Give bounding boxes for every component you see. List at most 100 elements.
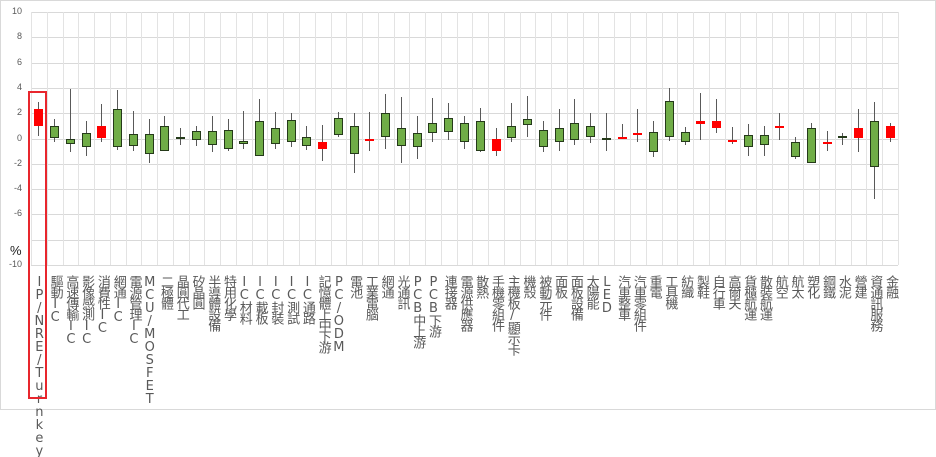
x-tick-label: 網通IC <box>110 275 126 323</box>
x-tick-label: 連接器 <box>441 275 457 308</box>
candle-body <box>333 118 343 135</box>
candle-body <box>649 131 659 152</box>
v-gridline <box>787 12 789 265</box>
v-gridline <box>409 12 411 265</box>
v-gridline <box>109 12 111 265</box>
candle-wick <box>511 103 513 143</box>
h-gridline <box>31 113 898 115</box>
v-gridline <box>298 12 300 265</box>
v-gridline <box>188 12 190 265</box>
candle-wick <box>527 96 529 137</box>
x-tick-label: 紡織 <box>678 275 694 297</box>
candle-body <box>318 142 328 149</box>
v-gridline <box>677 12 679 265</box>
x-tick-label: 高速傳輸IC <box>63 275 79 345</box>
highlight-box <box>28 91 47 399</box>
h-gridline <box>31 163 898 165</box>
v-gridline <box>803 12 805 265</box>
x-tick-label: 貨櫃航運 <box>741 275 757 319</box>
y-tick-label: 4 <box>16 81 22 92</box>
candle-body <box>207 130 217 146</box>
h-gridline <box>31 87 898 89</box>
x-tick-label: 鋼鐵 <box>820 275 836 297</box>
candle-body <box>192 130 202 140</box>
x-tick-label: 塑化 <box>804 275 820 297</box>
h-gridline <box>31 265 898 266</box>
x-tick-label: 手機零組件 <box>489 275 505 330</box>
candle-body <box>176 136 186 139</box>
v-gridline <box>330 12 332 265</box>
x-tick-label: PCB下游 <box>425 275 441 336</box>
x-tick-label: 被動元件 <box>536 275 552 319</box>
h-gridline <box>31 37 898 39</box>
x-tick-label: 汽車零組件 <box>630 275 646 330</box>
candle-body <box>759 134 769 145</box>
h-gridline <box>31 239 898 241</box>
y-tick-label: -4 <box>13 183 22 194</box>
x-tick-label: 資通訊服務 <box>867 275 883 330</box>
candle-wick <box>180 127 182 145</box>
y-tick-label: -10 <box>8 259 22 269</box>
v-gridline <box>94 12 96 265</box>
candle-body <box>428 123 438 134</box>
v-gridline <box>598 12 600 265</box>
x-tick-label: 電池 <box>347 275 363 297</box>
candle-body <box>712 121 722 128</box>
v-gridline <box>362 12 364 265</box>
candle-body <box>854 128 864 138</box>
x-tick-label: 晶圓代工 <box>173 275 189 319</box>
candle-body <box>570 123 580 140</box>
candle-body <box>554 128 564 142</box>
candle-wick <box>432 98 434 143</box>
v-gridline <box>314 12 316 265</box>
v-gridline <box>645 12 647 265</box>
x-tick-label: 影像感測IC <box>79 275 95 345</box>
candle-body <box>412 133 422 148</box>
v-gridline <box>582 12 584 265</box>
x-tick-label: 重電 <box>646 275 662 297</box>
v-gridline <box>267 12 269 265</box>
candle-body <box>491 138 501 151</box>
candle-wick <box>605 112 607 151</box>
v-gridline <box>771 12 773 265</box>
candle-body <box>97 126 107 139</box>
candle-body <box>538 129 548 147</box>
x-tick-label: 工業電腦 <box>362 275 378 319</box>
candle-body <box>65 138 75 144</box>
h-gridline <box>31 12 898 13</box>
x-tick-label: 散裝航運 <box>757 275 772 319</box>
x-tick-label: PC/ODM <box>331 275 347 353</box>
candle-wick <box>716 99 718 133</box>
candle-body <box>696 121 706 124</box>
v-gridline <box>551 12 553 265</box>
candle-wick <box>101 103 103 143</box>
candle-body <box>791 141 801 158</box>
x-tick-label: 汽車整車 <box>615 275 631 319</box>
x-tick-label: 記憶體上中下游 <box>315 275 331 352</box>
x-tick-label: 消費性IC <box>94 275 110 334</box>
y-tick-label: 6 <box>16 56 22 67</box>
v-gridline <box>819 12 821 265</box>
x-tick-label: 機殼 <box>520 275 536 297</box>
candle-body <box>680 132 690 142</box>
candle-body <box>396 128 406 147</box>
x-tick-label: 散熱 <box>473 275 489 297</box>
v-gridline <box>898 12 899 265</box>
candle-body <box>255 120 265 156</box>
v-gridline <box>503 12 505 265</box>
y-tick-label: -2 <box>13 157 22 168</box>
v-gridline <box>220 12 222 265</box>
v-gridline <box>740 12 742 265</box>
v-gridline <box>519 12 521 265</box>
x-tick-label: 高爾夫 <box>725 275 741 308</box>
y-tick-label: 10 <box>11 6 22 16</box>
candle-body <box>34 109 44 127</box>
candle-body <box>113 109 123 148</box>
v-gridline <box>866 12 868 265</box>
x-tick-label: 電源管理IC <box>126 275 142 345</box>
candle-body <box>885 125 895 139</box>
candle-body <box>822 141 832 144</box>
x-tick-label: 自行車 <box>709 275 725 308</box>
v-gridline <box>62 12 64 265</box>
x-tick-label: 營建 <box>851 275 867 297</box>
